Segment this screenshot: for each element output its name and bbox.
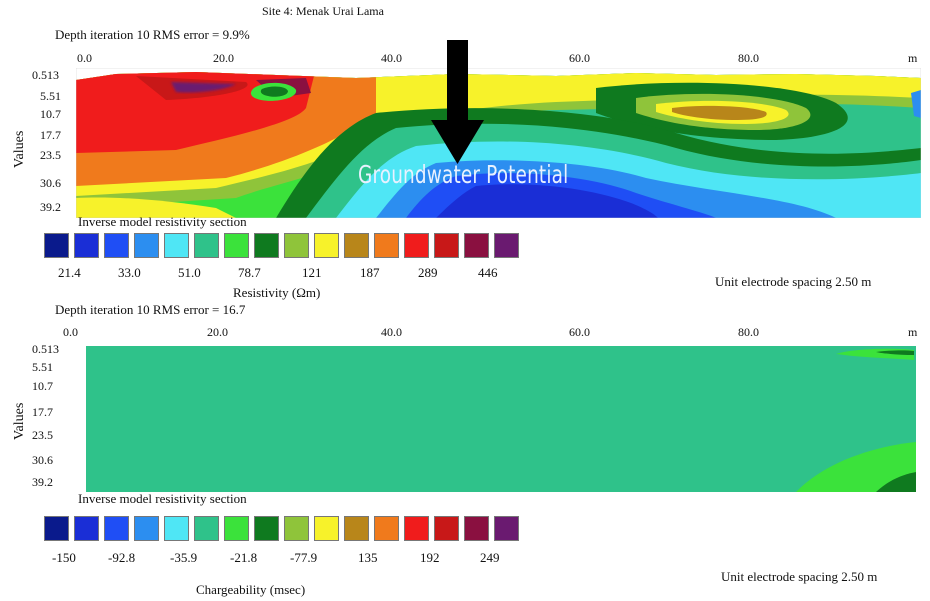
x-tick-4-b: 80.0 [738, 325, 759, 339]
swatch-b-9 [314, 516, 339, 541]
y-tick-2: 10.7 [40, 107, 61, 121]
swatch-3 [134, 233, 159, 258]
swatch-b-15 [494, 516, 519, 541]
chargeability-section-plot [86, 346, 916, 492]
scale-label-b-6: 192 [420, 550, 440, 565]
swatch-b-3 [134, 516, 159, 541]
swatch-12 [404, 233, 429, 258]
scale-label-2: 51.0 [178, 265, 201, 280]
y-tick-1-b: 5.51 [32, 360, 53, 374]
swatch-b-4 [164, 516, 189, 541]
swatch-13 [434, 233, 459, 258]
swatch-b-13 [434, 516, 459, 541]
iteration-label-resistivity: Depth iteration 10 RMS error = 9.9% [55, 27, 250, 42]
y-tick-3-b: 17.7 [32, 405, 53, 419]
swatch-b-8 [284, 516, 309, 541]
x-tick-0-b: 0.0 [63, 325, 78, 339]
y-tick-0: 0.513 [32, 68, 59, 82]
swatch-b-10 [344, 516, 369, 541]
section-caption-resistivity: Inverse model resistivity section [78, 214, 247, 229]
x-tick-3: 60.0 [569, 51, 590, 65]
y-tick-1: 5.51 [40, 89, 61, 103]
swatch-7 [254, 233, 279, 258]
scale-label-b-1: -92.8 [108, 550, 136, 565]
resistivity-section-plot [76, 68, 921, 218]
swatch-6 [224, 233, 249, 258]
section-caption-chargeability: Inverse model resistivity section [78, 491, 247, 506]
scale-label-b-3: -21.8 [230, 550, 258, 565]
swatch-1 [74, 233, 99, 258]
x-tick-1-b: 20.0 [207, 325, 228, 339]
x-tick-2-b: 40.0 [381, 325, 402, 339]
y-tick-2-b: 10.7 [32, 379, 53, 393]
y-tick-4: 23.5 [40, 148, 61, 162]
swatch-b-12 [404, 516, 429, 541]
electrode-spacing-resistivity: Unit electrode spacing 2.50 m [715, 274, 872, 289]
scale-label-4: 121 [302, 265, 322, 280]
y-tick-5-b: 30.6 [32, 453, 53, 467]
x-tick-2: 40.0 [381, 51, 402, 65]
y-tick-0-b: 0.513 [32, 342, 59, 356]
y-tick-6-b: 39.2 [32, 475, 53, 489]
scale-label-b-0: -150 [52, 550, 76, 565]
swatch-5 [194, 233, 219, 258]
scale-title-resistivity: Resistivity (Ωm) [233, 285, 321, 300]
site-title: Site 4: Menak Urai Lama [262, 4, 384, 18]
swatch-14 [464, 233, 489, 258]
swatch-b-1 [74, 516, 99, 541]
electrode-spacing-chargeability: Unit electrode spacing 2.50 m [721, 569, 878, 584]
x-tick-0: 0.0 [77, 51, 92, 65]
scale-label-b-4: -77.9 [290, 550, 318, 565]
y-axis-label: Values [12, 130, 27, 168]
swatch-11 [374, 233, 399, 258]
swatch-b-7 [254, 516, 279, 541]
groundwater-potential-annotation: Groundwater Potential [358, 160, 569, 189]
down-arrow-icon [431, 40, 484, 164]
x-tick-1: 20.0 [213, 51, 234, 65]
scale-label-3: 78.7 [238, 265, 261, 280]
swatch-b-0 [44, 516, 69, 541]
y-tick-5: 30.6 [40, 176, 61, 190]
x-unit: m [908, 51, 918, 65]
scale-title-chargeability: Chargeability (msec) [196, 582, 306, 597]
swatch-b-14 [464, 516, 489, 541]
y-tick-6: 39.2 [40, 200, 61, 214]
x-tick-3-b: 60.0 [569, 325, 590, 339]
scale-label-7: 446 [478, 265, 498, 280]
swatch-b-11 [374, 516, 399, 541]
x-tick-4: 80.0 [738, 51, 759, 65]
swatch-9 [314, 233, 339, 258]
swatch-2 [104, 233, 129, 258]
y-tick-4-b: 23.5 [32, 428, 53, 442]
swatch-b-2 [104, 516, 129, 541]
swatch-8 [284, 233, 309, 258]
scale-label-b-2: -35.9 [170, 550, 198, 565]
scale-label-b-5: 135 [358, 550, 378, 565]
scale-label-0: 21.4 [58, 265, 81, 280]
y-tick-3: 17.7 [40, 128, 61, 142]
swatch-b-5 [194, 516, 219, 541]
swatch-10 [344, 233, 369, 258]
scale-label-1: 33.0 [118, 265, 141, 280]
y-axis-label-b: Values [12, 402, 27, 440]
scale-label-b-7: 249 [480, 550, 500, 565]
swatch-0 [44, 233, 69, 258]
swatch-4 [164, 233, 189, 258]
x-unit-b: m [908, 325, 918, 339]
swatch-b-6 [224, 516, 249, 541]
scale-label-6: 289 [418, 265, 438, 280]
swatch-15 [494, 233, 519, 258]
scale-label-5: 187 [360, 265, 380, 280]
iteration-label-chargeability: Depth iteration 10 RMS error = 16.7 [55, 302, 246, 317]
